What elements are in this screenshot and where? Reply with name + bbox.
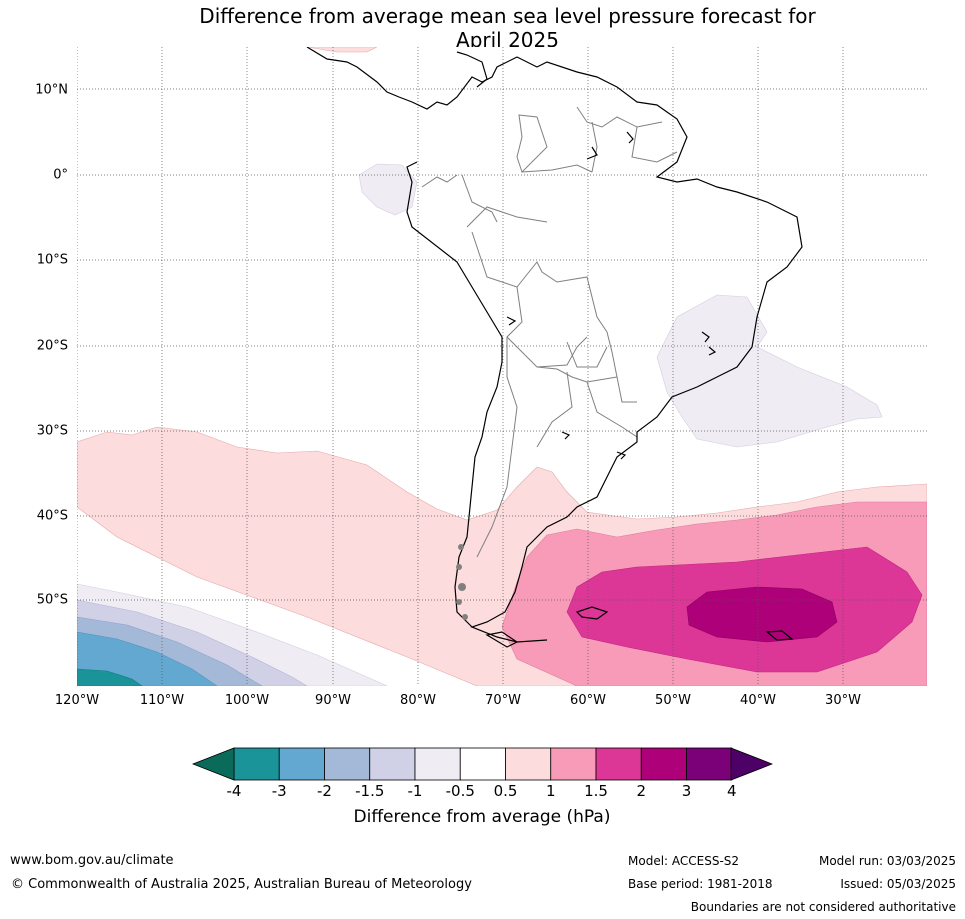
lon-label-120w: 120°W bbox=[54, 693, 100, 708]
country-borders bbox=[421, 106, 678, 558]
colorbar-cell bbox=[278, 747, 325, 781]
pressure-anomaly-map bbox=[77, 47, 927, 686]
graticule bbox=[77, 47, 927, 686]
colorbar-tick-label: -1.5 bbox=[355, 782, 385, 800]
contour-0.5-north bbox=[306, 47, 378, 53]
title-line-1: Difference from average mean sea level p… bbox=[199, 4, 816, 28]
colorbar-tick-label: 4 bbox=[726, 782, 737, 800]
lat-label-50s: 50°S bbox=[36, 592, 68, 608]
colorbar-cell bbox=[595, 747, 642, 781]
lon-label-90w: 90°W bbox=[315, 693, 351, 708]
colorbar-cell bbox=[324, 747, 371, 781]
colorbar-cell bbox=[550, 747, 597, 781]
colorbar-high-extend bbox=[730, 747, 773, 781]
colorbar-tick-label: -0.5 bbox=[445, 782, 475, 800]
coastline bbox=[306, 47, 803, 648]
colorbar-tick-label: 1 bbox=[545, 782, 556, 800]
lat-label-20s: 20°S bbox=[36, 338, 68, 354]
contour-neg-3 bbox=[77, 668, 143, 686]
model-run-text: Model run: 03/03/2025 bbox=[818, 854, 956, 868]
lon-label-100w: 100°W bbox=[224, 693, 270, 708]
boundaries-note: Boundaries are not considered authoritat… bbox=[690, 900, 956, 914]
map-title: Difference from average mean sea level p… bbox=[150, 4, 865, 52]
lat-label-10s: 10°S bbox=[36, 252, 68, 268]
lon-label-110w: 110°W bbox=[139, 693, 185, 708]
map-panel bbox=[77, 47, 927, 686]
colorbar-cell bbox=[459, 747, 506, 781]
colorbar-cell bbox=[505, 747, 552, 781]
lon-label-80w: 80°W bbox=[400, 693, 436, 708]
fjord-coast-fragments bbox=[456, 544, 468, 620]
colorbar-tick-label: 3 bbox=[681, 782, 692, 800]
colorbar-tick-label: 0.5 bbox=[493, 782, 518, 800]
website-link[interactable]: www.bom.gov.au/climate bbox=[10, 853, 174, 868]
colorbar-tick-label: 1.5 bbox=[584, 782, 608, 800]
contour-neg-0.5-pacific bbox=[358, 163, 418, 216]
colorbar-label: Difference from average (hPa) bbox=[353, 807, 611, 827]
colorbar-tick-label: 2 bbox=[636, 782, 647, 800]
colorbar-tick-label: -3 bbox=[271, 782, 287, 800]
lat-label-10n: 10°N bbox=[35, 82, 68, 98]
colorbar bbox=[192, 747, 773, 781]
colorbar-tick-label: -2 bbox=[317, 782, 332, 800]
colorbar-cell bbox=[414, 747, 461, 781]
lat-label-30s: 30°S bbox=[36, 423, 68, 439]
colorbar-cell bbox=[640, 747, 687, 781]
lon-label-50w: 50°W bbox=[655, 693, 691, 708]
copyright-text: © Commonwealth of Australia 2025, Austra… bbox=[11, 877, 472, 892]
colorbar-tick-label: -4 bbox=[226, 782, 242, 800]
lat-label-40s: 40°S bbox=[36, 508, 68, 524]
lon-label-60w: 60°W bbox=[570, 693, 606, 708]
contour-neg-0.5-atlantic bbox=[656, 294, 883, 448]
base-period-text: Base period: 1981-2018 bbox=[628, 877, 773, 891]
lon-label-30w: 30°W bbox=[825, 693, 861, 708]
colorbar-cell bbox=[369, 747, 416, 781]
lon-label-40w: 40°W bbox=[740, 693, 776, 708]
lat-label-0: 0° bbox=[53, 167, 68, 183]
colorbar-cells bbox=[233, 747, 733, 781]
model-text: Model: ACCESS-S2 bbox=[628, 854, 740, 868]
colorbar-low-extend bbox=[192, 747, 235, 781]
lon-label-70w: 70°W bbox=[485, 693, 521, 708]
colorbar-cell bbox=[686, 747, 733, 781]
issued-text: Issued: 05/03/2025 bbox=[840, 877, 956, 891]
contour-2-3 bbox=[686, 586, 838, 643]
colorbar-tick-label: -1 bbox=[407, 782, 423, 800]
colorbar-cell bbox=[233, 747, 280, 781]
